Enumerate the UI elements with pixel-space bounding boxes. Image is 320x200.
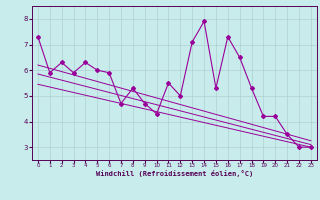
- X-axis label: Windchill (Refroidissement éolien,°C): Windchill (Refroidissement éolien,°C): [96, 170, 253, 177]
